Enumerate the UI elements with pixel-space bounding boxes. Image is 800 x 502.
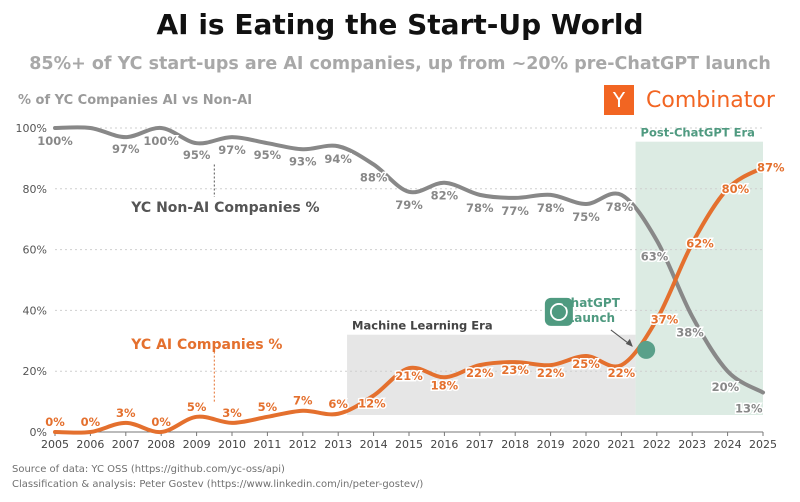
data-label: 100%: [37, 134, 73, 148]
ai-series-line: [53, 165, 765, 435]
data-label: 78%: [466, 201, 494, 215]
chatgpt-arrowhead: [625, 338, 633, 347]
x-tick-label: 2005: [41, 438, 69, 451]
series-annotation: YC AI Companies %: [130, 337, 282, 353]
chatgpt-label-line1: ChatGPT: [562, 296, 621, 310]
x-tick-label: 2011: [253, 438, 281, 451]
chatgpt-label-line2: Launch: [567, 311, 616, 325]
data-label: 13%: [735, 401, 763, 415]
data-label: 25%: [572, 357, 600, 371]
x-tick-label: 2021: [607, 438, 635, 451]
x-tick-label: 2018: [501, 438, 529, 451]
x-tick-label: 2014: [360, 438, 388, 451]
x-tick-label: 2024: [714, 438, 742, 451]
data-label: 78%: [606, 200, 634, 214]
data-label: 0%: [151, 415, 171, 429]
data-label: 0%: [45, 415, 65, 429]
data-label: 97%: [218, 143, 246, 157]
y-tick-label: 0%: [30, 426, 47, 439]
data-label: 23%: [501, 363, 529, 377]
data-label: 82%: [431, 189, 459, 203]
data-label: 95%: [254, 148, 282, 162]
era-region: [635, 141, 763, 415]
data-label: 22%: [537, 366, 565, 380]
data-label: 38%: [676, 325, 704, 339]
x-tick-label: 2013: [324, 438, 352, 451]
chatgpt-launch-marker: [637, 340, 656, 359]
non-ai-series-line: [53, 125, 765, 395]
x-tick-label: 2006: [76, 438, 104, 451]
x-tick-label: 2019: [537, 438, 565, 451]
data-label: 97%: [112, 142, 140, 156]
x-tick-label: 2023: [678, 438, 706, 451]
data-label: 62%: [686, 237, 714, 251]
data-label: 12%: [358, 397, 386, 411]
y-tick-label: 40%: [23, 304, 47, 317]
data-label: 75%: [572, 210, 600, 224]
source-note: Source of data: YC OSS (https://github.c…: [12, 464, 285, 475]
yc-logo-text: Combinator: [646, 87, 775, 113]
x-tick-label: 2012: [289, 438, 317, 451]
data-label: 7%: [293, 394, 313, 408]
data-label: 21%: [395, 369, 423, 383]
data-label: 37%: [651, 313, 679, 327]
data-label: 63%: [641, 249, 669, 263]
chart-title: AI is Eating the Start-Up World: [156, 8, 644, 41]
x-tick-label: 2007: [112, 438, 140, 451]
analysis-note: Classification & analysis: Peter Gostev …: [12, 479, 424, 490]
data-label: 3%: [116, 406, 136, 420]
data-label: 93%: [289, 154, 317, 168]
y-tick-label: 60%: [23, 244, 47, 257]
data-label: 80%: [722, 182, 750, 196]
data-label: 5%: [258, 400, 278, 414]
data-label: 3%: [222, 406, 242, 420]
x-tick-label: 2009: [183, 438, 211, 451]
x-tick-label: 2022: [643, 438, 671, 451]
era-label: Post-ChatGPT Era: [641, 126, 755, 140]
x-tick-label: 2016: [430, 438, 458, 451]
data-label: 77%: [501, 204, 529, 218]
data-label: 94%: [324, 152, 352, 166]
data-label: 20%: [712, 380, 740, 394]
data-label: 95%: [183, 148, 211, 162]
x-tick-label: 2025: [749, 438, 777, 451]
data-label: 22%: [466, 366, 494, 380]
data-label: 0%: [81, 415, 101, 429]
x-tick-label: 2015: [395, 438, 423, 451]
data-label: 79%: [395, 198, 423, 212]
x-tick-label: 2008: [147, 438, 175, 451]
chart-subtitle: 85%+ of YC start-ups are AI companies, u…: [29, 54, 771, 74]
data-label: 78%: [537, 201, 565, 215]
data-label: 22%: [608, 366, 636, 380]
x-tick-label: 2020: [572, 438, 600, 451]
data-label: 100%: [143, 134, 179, 148]
x-tick-label: 2017: [466, 438, 494, 451]
era-label: Machine Learning Era: [352, 319, 493, 333]
y-tick-label: 80%: [23, 183, 47, 196]
yc-logo-mark: Y: [604, 85, 634, 115]
data-label: 88%: [360, 170, 388, 184]
data-label: 5%: [187, 400, 207, 414]
data-label: 18%: [431, 378, 459, 392]
yc-logo: Y Combinator: [604, 85, 775, 115]
series-annotation: YC Non-AI Companies %: [130, 200, 319, 216]
chatgpt-icon: [544, 297, 573, 326]
y-axis-label: % of YC Companies AI vs Non-AI: [18, 93, 253, 108]
chatgpt-icon-glyph: [549, 303, 568, 321]
y-tick-label: 20%: [23, 365, 47, 378]
y-tick-label: 100%: [16, 122, 47, 135]
data-label: 87%: [757, 161, 785, 175]
x-tick-label: 2010: [218, 438, 246, 451]
data-label: 6%: [328, 397, 348, 411]
